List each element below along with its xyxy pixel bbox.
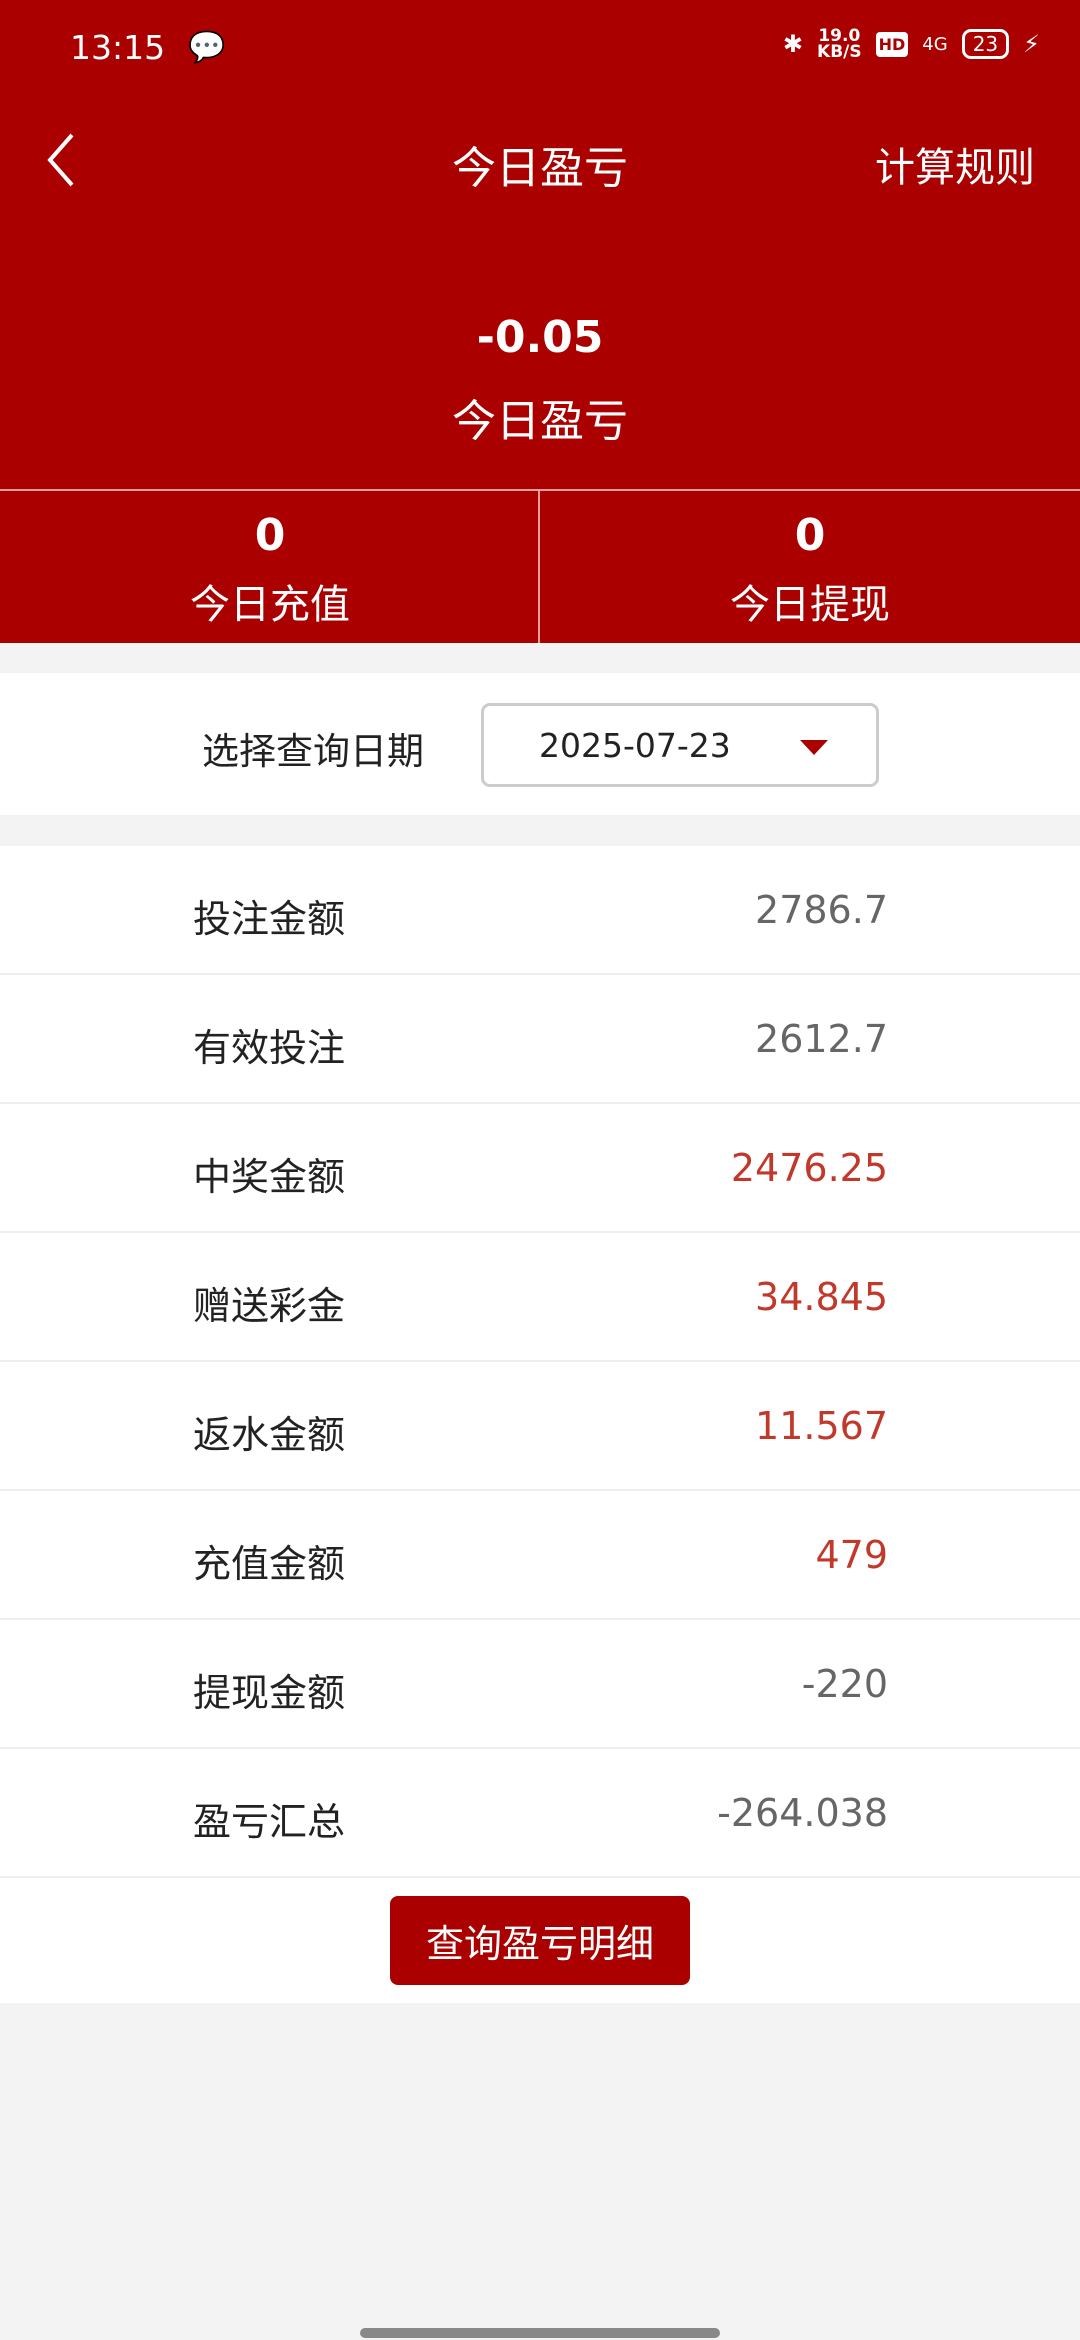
row-value: -220	[801, 1662, 888, 1706]
hd-icon: HD	[875, 31, 909, 57]
page-title: 今日盈亏	[452, 143, 628, 194]
row-value: 2786.7	[755, 888, 888, 932]
today-profit-value: -0.05	[476, 312, 604, 363]
row-label: 提现金额	[193, 1671, 346, 1715]
date-label: 选择查询日期	[202, 730, 424, 773]
query-detail-button[interactable]: 查询盈亏明细	[390, 1896, 690, 1985]
list-item: 充值金额 479	[0, 1491, 1080, 1620]
net-speed: 19.0 KB/S	[817, 26, 862, 62]
date-select[interactable]: 2025-07-23	[481, 703, 879, 787]
stat-recharge: 0 今日充值	[190, 510, 350, 628]
home-indicator[interactable]	[360, 2328, 720, 2338]
row-label: 盈亏汇总	[193, 1800, 346, 1844]
profit-list: 投注金额 2786.7 有效投注 2612.7 中奖金额 2476.25 赠送彩金 34.84…	[0, 846, 1080, 2003]
list-item: 中奖金额 2476.25	[0, 1104, 1080, 1233]
status-bar: 13:15 💬 ✱ 19.0 KB/S HD 4G 23 ⚡	[0, 28, 1080, 70]
charging-icon: ⚡	[1023, 30, 1040, 58]
signal-icon: 4G	[922, 33, 948, 55]
row-value: -264.038	[717, 1791, 888, 1835]
bluetooth-icon: ✱	[782, 30, 804, 58]
row-value: 2612.7	[755, 1017, 888, 1061]
clock: 13:15	[70, 28, 166, 67]
row-label: 返水金额	[193, 1413, 346, 1457]
rules-link[interactable]: 计算规则	[875, 145, 1035, 191]
list-item: 投注金额 2786.7	[0, 846, 1080, 975]
header: 13:15 💬 ✱ 19.0 KB/S HD 4G 23 ⚡ 今日盈亏 计算规则 …	[0, 0, 1080, 643]
list-item: 赠送彩金 34.845	[0, 1233, 1080, 1362]
row-label: 充值金额	[193, 1542, 346, 1586]
row-label: 投注金额	[193, 897, 346, 941]
row-value: 2476.25	[730, 1146, 888, 1190]
row-value: 34.845	[755, 1275, 888, 1319]
row-value: 11.567	[755, 1404, 888, 1448]
date-filter: 选择查询日期 2025-07-23	[0, 673, 1080, 815]
list-item: 提现金额 -220	[0, 1620, 1080, 1749]
row-label: 有效投注	[193, 1026, 346, 1070]
battery-icon: 23	[961, 29, 1010, 59]
list-item: 盈亏汇总 -264.038	[0, 1749, 1080, 1878]
divider	[0, 489, 1080, 491]
list-item: 返水金额 11.567	[0, 1362, 1080, 1491]
wechat-icon: 💬	[188, 30, 226, 65]
row-label: 赠送彩金	[193, 1284, 346, 1328]
row-value: 479	[815, 1533, 888, 1577]
row-label: 中奖金额	[193, 1155, 346, 1199]
list-item: 有效投注 2612.7	[0, 975, 1080, 1104]
today-profit-label: 今日盈亏	[452, 396, 628, 447]
stat-withdraw: 0 今日提现	[730, 510, 890, 628]
back-icon[interactable]	[42, 130, 82, 190]
divider	[538, 491, 540, 643]
dropdown-arrow-icon	[800, 740, 828, 755]
